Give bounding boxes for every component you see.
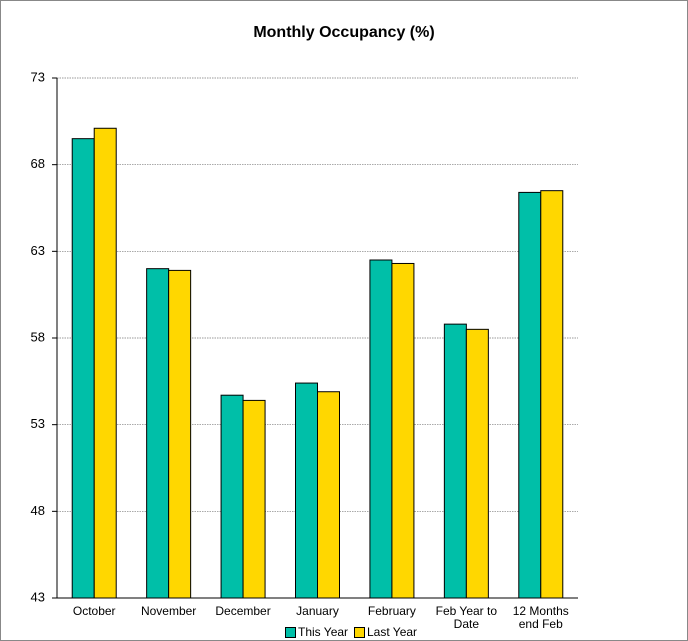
bar [317,391,340,599]
legend-swatch [354,626,365,638]
bar [540,190,564,599]
legend-label: This Year [298,625,349,639]
bar [71,138,95,599]
bar [443,323,467,599]
bar [369,259,393,599]
legend-swatch [285,626,296,638]
y-tick-label: 73 [31,69,45,84]
y-tick-label: 68 [31,156,45,171]
legend-label: Last Year [367,625,418,639]
bar [465,328,489,599]
x-tick-label: Feb Year to Date [435,604,498,631]
y-tick-label: 63 [31,243,45,258]
x-tick-label: January [296,604,339,618]
chart-title: Monthly Occupancy (%) [253,24,434,41]
bar [391,262,415,599]
x-tick-label: 12 Months end Feb [512,604,569,631]
y-tick-label: 48 [31,503,45,518]
x-tick-label: February [367,604,416,618]
bar [220,394,244,599]
y-tick-label: 53 [31,416,45,431]
x-tick-label: November [140,604,197,618]
bar [168,269,192,599]
x-tick-label: October [72,604,116,618]
bar [295,382,318,599]
x-tick-label: December [215,604,271,618]
legend-item: This Year [285,625,348,639]
bar [518,191,542,599]
bar [93,127,117,599]
legend-item: Last Year [354,625,417,639]
bar [146,268,170,599]
bar [242,399,266,599]
y-tick-label: 58 [31,329,45,344]
y-tick-label: 43 [31,589,45,604]
